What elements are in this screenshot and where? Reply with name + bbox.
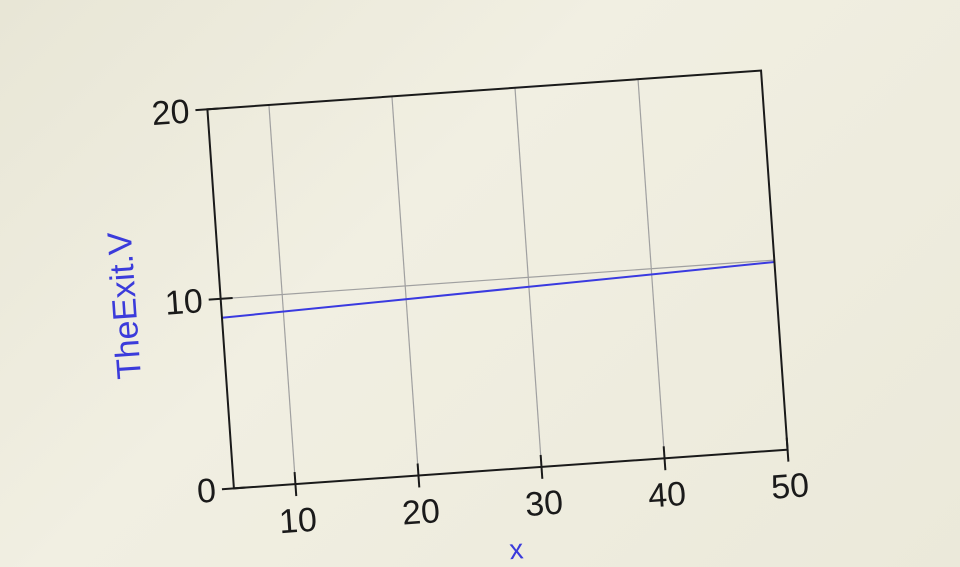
x-tick-label: 40 (647, 475, 687, 516)
y-axis-title: TheExit.V (101, 230, 149, 380)
x-axis-title: x (508, 533, 524, 565)
x-tick-mark (785, 437, 790, 462)
y-tick-label: 10 (164, 282, 204, 323)
x-tick-label: 50 (770, 466, 810, 507)
x-tick-label: 10 (278, 501, 318, 542)
x-tick-labels: 10 20 30 40 50 (278, 466, 811, 541)
y-tick-mark (195, 107, 220, 112)
grid-line-y (220, 259, 775, 300)
tick-marks (195, 107, 790, 497)
y-tick-labels: 0 10 20 (150, 93, 218, 511)
y-tick-label: 20 (150, 93, 190, 134)
y-tick-mark (221, 486, 246, 491)
y-tick-mark (208, 296, 233, 301)
x-tick-mark (662, 446, 667, 471)
x-tick-label: 20 (401, 492, 441, 533)
x-tick-label: 30 (524, 483, 564, 524)
x-tick-mark (293, 472, 298, 497)
x-tick-mark (539, 454, 544, 479)
x-tick-mark (416, 463, 421, 488)
grid-lines (220, 79, 775, 485)
series-line (221, 261, 775, 319)
y-tick-label: 0 (196, 472, 218, 511)
series-layer (221, 261, 775, 319)
